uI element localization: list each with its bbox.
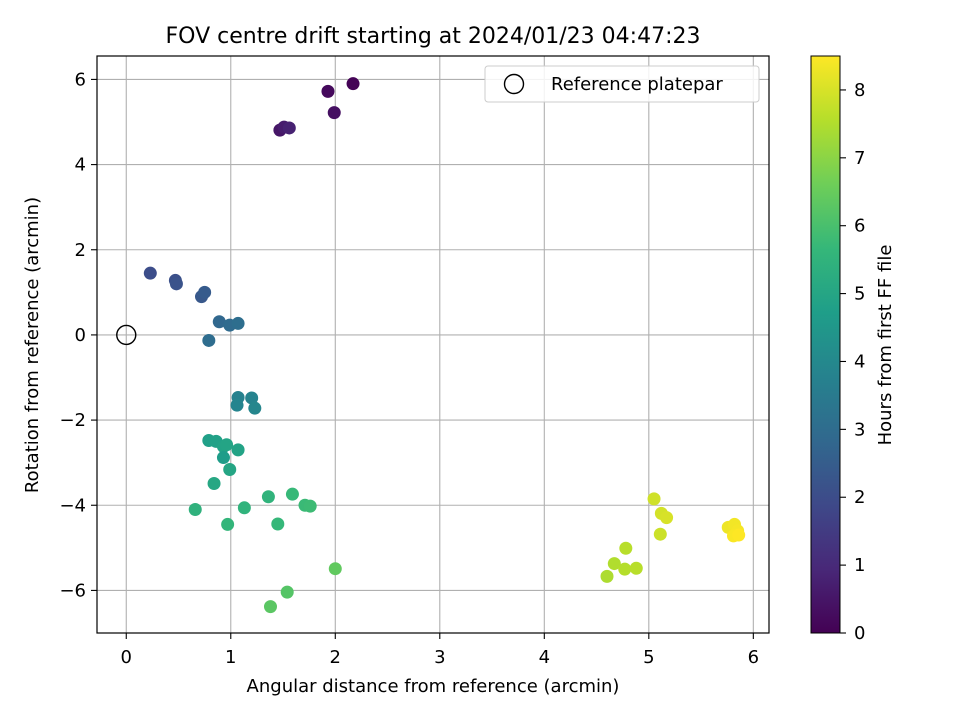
grid bbox=[97, 56, 769, 633]
data-points bbox=[143, 77, 746, 614]
data-point bbox=[263, 600, 277, 614]
data-point bbox=[220, 438, 234, 452]
x-tick-label: 0 bbox=[121, 647, 132, 668]
data-point bbox=[143, 266, 157, 280]
x-axis-ticks: 0 1 2 3 4 5 6 bbox=[121, 633, 759, 668]
y-tick-label: 0 bbox=[75, 325, 86, 346]
data-point bbox=[223, 462, 237, 476]
data-point bbox=[248, 401, 262, 415]
data-point bbox=[282, 121, 296, 135]
data-point bbox=[280, 585, 294, 599]
data-point bbox=[732, 528, 746, 542]
colorbar-tick-label: 0 bbox=[854, 623, 865, 644]
legend-entry-label: Reference platepar bbox=[551, 74, 723, 95]
legend-box bbox=[484, 65, 760, 103]
data-point bbox=[653, 527, 667, 541]
x-tick-label: 4 bbox=[539, 647, 550, 668]
data-point bbox=[169, 277, 183, 291]
x-tick-label: 3 bbox=[434, 647, 445, 668]
colorbar-ticks: 0 1 2 3 4 5 6 7 8 bbox=[840, 80, 865, 644]
data-point bbox=[660, 511, 674, 525]
colorbar-tick-label: 6 bbox=[854, 216, 865, 237]
data-point bbox=[202, 333, 216, 347]
y-tick-label: −4 bbox=[59, 495, 86, 516]
legend: Reference platepar bbox=[484, 65, 760, 103]
colorbar-tick-label: 7 bbox=[854, 148, 865, 169]
y-axis-label: Rotation from reference (arcmin) bbox=[22, 197, 43, 493]
colorbar-label: Hours from first FF file bbox=[875, 245, 896, 446]
data-point bbox=[303, 499, 317, 513]
data-point bbox=[346, 77, 360, 91]
data-point bbox=[207, 477, 221, 491]
colorbar-tick-label: 2 bbox=[854, 487, 865, 508]
y-tick-label: −2 bbox=[59, 410, 86, 431]
reference-platepar-marker bbox=[116, 324, 137, 346]
x-tick-label: 5 bbox=[643, 647, 654, 668]
x-tick-label: 2 bbox=[330, 647, 341, 668]
data-point bbox=[600, 569, 614, 583]
y-tick-label: 4 bbox=[75, 155, 86, 176]
reference-marker-layer bbox=[116, 324, 137, 346]
data-point bbox=[328, 562, 342, 576]
data-point bbox=[231, 443, 245, 457]
data-point bbox=[237, 501, 251, 515]
data-point bbox=[221, 517, 235, 531]
colorbar-tick-label: 1 bbox=[854, 555, 865, 576]
data-point bbox=[231, 316, 245, 330]
data-point bbox=[198, 285, 212, 299]
legend-reference-marker bbox=[503, 73, 525, 95]
data-point bbox=[245, 391, 259, 405]
plot-frame bbox=[96, 55, 770, 634]
y-tick-label: −6 bbox=[59, 580, 86, 601]
data-point bbox=[261, 490, 275, 504]
colorbar-gradient bbox=[810, 55, 841, 634]
data-point bbox=[619, 541, 633, 555]
data-point bbox=[607, 557, 621, 571]
data-point bbox=[212, 315, 226, 329]
y-tick-label: 2 bbox=[75, 240, 86, 261]
colorbar: 0 1 2 3 4 5 6 7 8 Hours from first FF file bbox=[810, 55, 896, 644]
colorbar-tick-label: 8 bbox=[854, 80, 865, 101]
colorbar-tick-label: 3 bbox=[854, 419, 865, 440]
data-point bbox=[618, 562, 632, 576]
data-point bbox=[271, 517, 285, 531]
data-point bbox=[188, 503, 202, 517]
data-point bbox=[285, 487, 299, 501]
y-tick-label: 6 bbox=[75, 69, 86, 90]
chart-title: FOV centre drift starting at 2024/01/23 … bbox=[166, 24, 701, 49]
y-axis-ticks: −6 −4 −2 0 2 4 6 bbox=[59, 69, 97, 601]
data-point bbox=[647, 492, 661, 506]
colorbar-tick-label: 5 bbox=[854, 284, 865, 305]
x-tick-label: 1 bbox=[225, 647, 236, 668]
data-point bbox=[216, 451, 230, 465]
data-point bbox=[327, 106, 341, 120]
colorbar-tick-label: 4 bbox=[854, 351, 865, 372]
data-point bbox=[230, 398, 244, 412]
x-tick-label: 6 bbox=[748, 647, 759, 668]
data-point bbox=[321, 84, 335, 98]
x-axis-label: Angular distance from reference (arcmin) bbox=[247, 676, 620, 697]
data-point bbox=[629, 561, 643, 575]
